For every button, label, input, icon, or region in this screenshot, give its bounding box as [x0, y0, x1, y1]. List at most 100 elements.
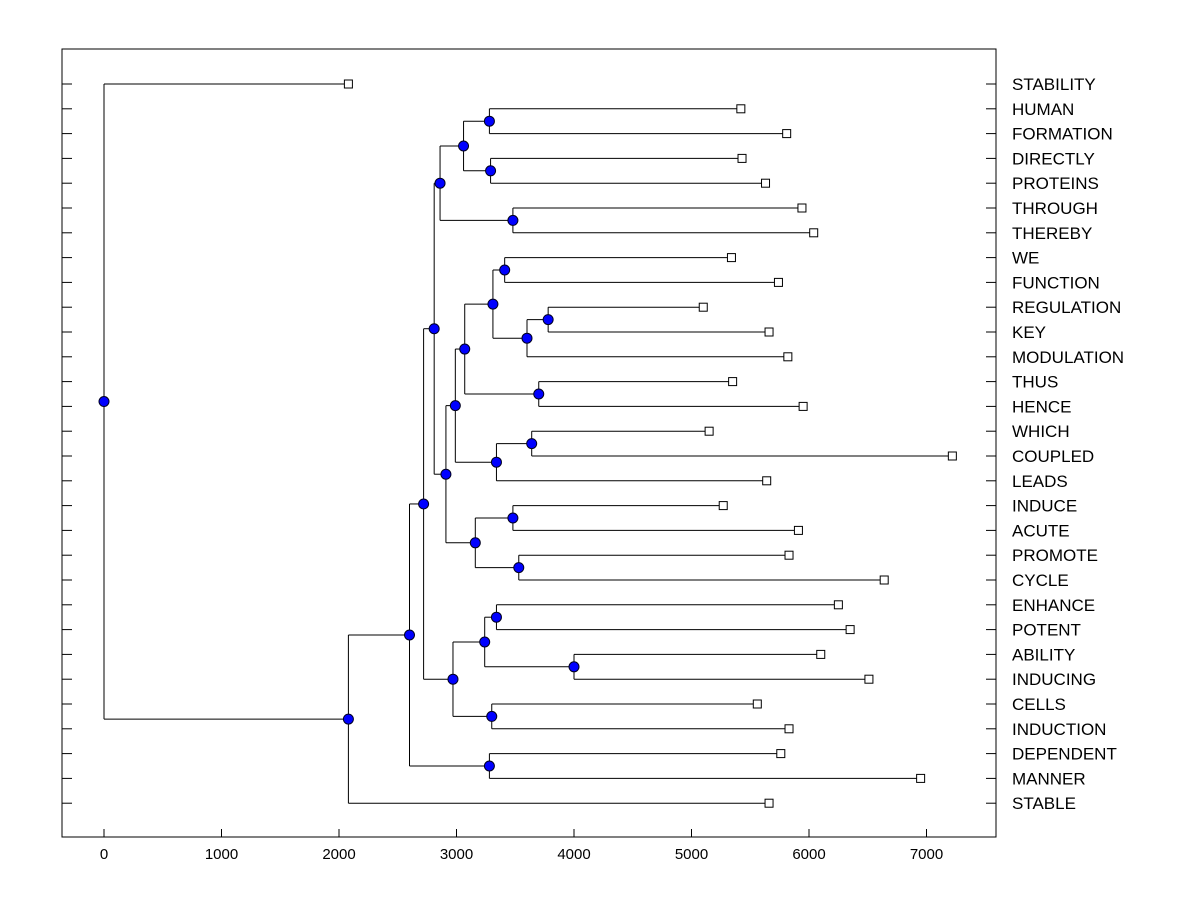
leaf-marker-thereby: [809, 228, 819, 238]
merge-node-n2: [485, 165, 497, 177]
leaf-label-inducing: INDUCING: [1012, 670, 1096, 689]
x-tick-label: 7000: [910, 846, 943, 863]
merge-node-n5: [434, 177, 446, 189]
leaf-label-we: WE: [1012, 249, 1039, 268]
leaf-label-induction: INDUCTION: [1012, 720, 1106, 739]
leaf-label-through: THROUGH: [1012, 199, 1098, 218]
leaf-marker-induction: [784, 724, 794, 734]
leaf-label-key: KEY: [1012, 323, 1046, 342]
leaf-label-stable: STABLE: [1012, 794, 1076, 813]
leaf-label-stability: STABILITY: [1012, 75, 1096, 94]
leaf-marker-inducing: [864, 674, 874, 684]
merge-node-n24: [447, 673, 459, 685]
merge-node-n20: [490, 611, 502, 623]
leaf-label-function: FUNCTION: [1012, 273, 1100, 292]
plot-frame: [61, 48, 997, 838]
leaf-marker-regulation: [698, 302, 708, 312]
merge-node-n25: [418, 498, 430, 510]
leaf-marker-leads: [762, 476, 772, 486]
leaf-marker-stability: [343, 79, 353, 89]
merge-node-n3: [458, 140, 470, 152]
leaf-marker-dependent: [776, 749, 786, 759]
leaf-marker-key: [764, 327, 774, 337]
leaf-marker-promote: [784, 550, 794, 560]
x-tick-label: 2000: [322, 846, 355, 863]
leaf-label-enhance: ENHANCE: [1012, 596, 1095, 615]
merge-node-n9: [487, 298, 499, 310]
leaf-marker-formation: [782, 129, 792, 139]
merge-node-n22: [479, 636, 491, 648]
leaf-label-regulation: REGULATION: [1012, 298, 1121, 317]
x-tick-label: 4000: [557, 846, 590, 863]
leaf-label-human: HUMAN: [1012, 100, 1074, 119]
leaf-marker-human: [736, 104, 746, 114]
leaf-marker-ability: [816, 649, 826, 659]
leaf-label-directly: DIRECTLY: [1012, 149, 1095, 168]
merge-node-n17: [469, 537, 481, 549]
leaf-marker-directly: [737, 153, 747, 163]
leaf-marker-hence: [798, 401, 808, 411]
leaf-label-induce: INDUCE: [1012, 497, 1077, 516]
leaf-marker-modulation: [783, 352, 793, 362]
leaf-label-thereby: THEREBY: [1012, 224, 1092, 243]
leaf-labels: STABILITY HUMAN FORMATION DIRECTLY PROTEINS T…: [1012, 75, 1124, 813]
leaf-marker-stable: [764, 798, 774, 808]
leaf-marker-cycle: [879, 575, 889, 585]
merge-node-n21: [568, 661, 580, 673]
leaf-label-cells: CELLS: [1012, 695, 1066, 714]
x-tick-label: 3000: [440, 846, 473, 863]
merge-node-n1: [483, 115, 495, 127]
merge-node-n12: [526, 438, 538, 450]
leaf-label-cycle: CYCLE: [1012, 571, 1069, 590]
merge-node-n13: [490, 456, 502, 468]
leaf-marker-function: [773, 277, 783, 287]
leaf-label-modulation: MODULATION: [1012, 348, 1124, 367]
leaf-marker-acute: [793, 525, 803, 535]
leaf-markers: [343, 79, 957, 808]
x-tick-label: 5000: [675, 846, 708, 863]
leaf-label-formation: FORMATION: [1012, 125, 1113, 144]
merge-node-n15: [507, 512, 519, 524]
leaf-marker-potent: [845, 625, 855, 635]
merge-node-n28: [342, 713, 354, 725]
x-tick-label: 6000: [792, 846, 825, 863]
merge-node-n8: [521, 332, 533, 344]
leaf-label-thus: THUS: [1012, 373, 1058, 392]
leaf-marker-cells: [752, 699, 762, 709]
x-tick-label: 1000: [205, 846, 238, 863]
leaf-marker-we: [726, 253, 736, 263]
merge-node-n14: [449, 400, 461, 412]
merge-node-n16: [513, 562, 525, 574]
merge-node-n10: [533, 388, 545, 400]
leaf-marker-through: [797, 203, 807, 213]
leaf-marker-proteins: [761, 178, 771, 188]
leaf-marker-manner: [916, 773, 926, 783]
leaf-marker-induce: [718, 501, 728, 511]
merge-node-n29: [98, 396, 110, 408]
leaf-label-proteins: PROTEINS: [1012, 174, 1099, 193]
merge-node-n19: [428, 323, 440, 335]
leaf-label-potent: POTENT: [1012, 621, 1081, 640]
leaf-ticks: [62, 83, 996, 804]
leaf-marker-enhance: [833, 600, 843, 610]
x-tick-label: 0: [100, 846, 108, 863]
merge-node-n18: [440, 468, 452, 480]
merge-node-n26: [483, 760, 495, 772]
leaf-label-dependent: DEPENDENT: [1012, 745, 1117, 764]
x-axis: 0 1000 2000 3000 4000 5000 6000 7000: [100, 829, 943, 863]
leaf-marker-which: [704, 426, 714, 436]
leaf-label-leads: LEADS: [1012, 472, 1068, 491]
leaf-label-coupled: COUPLED: [1012, 447, 1094, 466]
merge-node-n7: [542, 314, 554, 326]
leaf-label-hence: HENCE: [1012, 397, 1072, 416]
leaf-label-acute: ACUTE: [1012, 521, 1070, 540]
merge-node-n11: [459, 343, 471, 355]
leaf-label-promote: PROMOTE: [1012, 546, 1098, 565]
leaf-label-which: WHICH: [1012, 422, 1070, 441]
merge-node-n6: [499, 264, 511, 276]
merge-node-n4: [507, 214, 519, 226]
merge-nodes: [98, 115, 580, 772]
merge-node-n27: [404, 629, 415, 641]
leaf-marker-thus: [728, 377, 738, 387]
